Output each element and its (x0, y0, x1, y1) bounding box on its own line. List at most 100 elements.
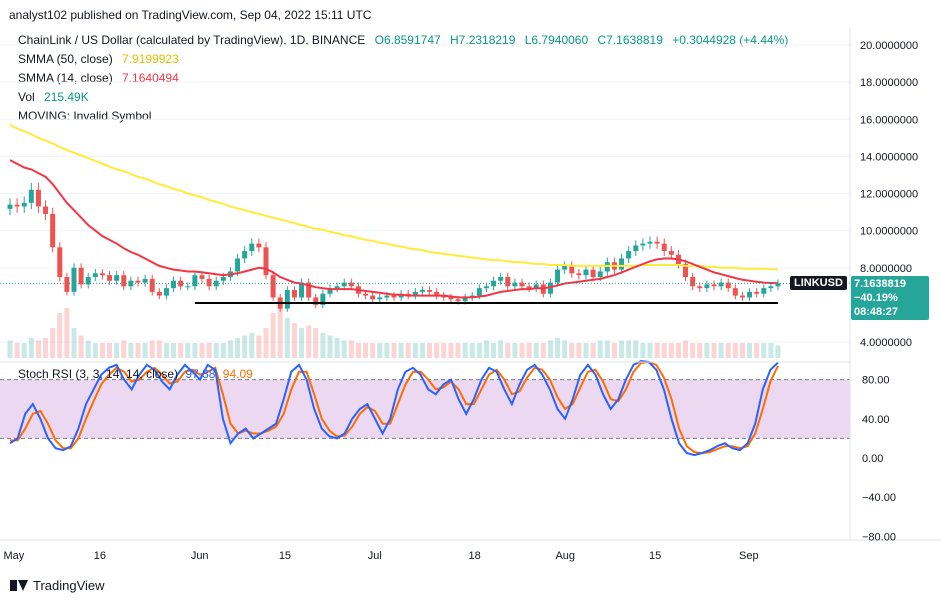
candle-body (64, 277, 70, 292)
volume-bar (427, 343, 433, 358)
time-tick-label: 15 (649, 550, 661, 562)
volume-bar (320, 333, 326, 358)
volume-bar (519, 343, 525, 358)
candle-body (306, 282, 312, 298)
volume-bar (21, 343, 27, 358)
volume-bar (483, 340, 489, 358)
rsi-tick-label: −80.00 (862, 531, 896, 543)
price-axis: 20.0000000 18.0000000 16.0000000 14.0000000… (860, 40, 918, 349)
candle-body (718, 282, 724, 287)
rsi-label: Stoch RSI (3, 3, 14, 14, close) (18, 367, 179, 381)
volume-bar (14, 343, 20, 358)
candle-body (683, 264, 689, 278)
volume-bar (192, 343, 198, 358)
candle-body (476, 288, 482, 296)
sma14-line (9, 159, 779, 299)
volume-bar (370, 343, 376, 358)
candle-body (92, 273, 98, 278)
volume-bar (227, 340, 233, 358)
volume-bar (121, 340, 127, 358)
candle-body (28, 189, 34, 203)
volume-bar (220, 343, 226, 358)
volume-bar (668, 343, 674, 358)
price-tick-label: 4.0000000 (860, 337, 912, 349)
time-tick-label: 18 (469, 550, 481, 562)
price-tag-value: 7.1638819 (854, 278, 906, 290)
price-tick-label: 16.0000000 (860, 114, 918, 126)
volume-bar (163, 343, 169, 358)
volume-bar (391, 343, 397, 358)
volume-bar (377, 343, 383, 358)
candle-body (569, 265, 575, 274)
candle-body (498, 277, 504, 281)
sma50-line (9, 123, 778, 271)
volume-bar (99, 343, 105, 358)
volume-bar (739, 343, 745, 358)
candle-body (135, 280, 141, 283)
candle-body (107, 275, 113, 281)
volume-bar (654, 343, 660, 358)
candle-body (562, 265, 568, 270)
volume-bar (626, 340, 632, 358)
candle-body (14, 204, 20, 207)
candle-body (299, 282, 305, 298)
volume-bar (761, 343, 767, 358)
candle-body (284, 290, 290, 309)
candle-body (185, 286, 191, 288)
volume-bar (619, 340, 625, 358)
publisher-line: analyst102 published on TradingView.com,… (9, 8, 372, 22)
candle-body (391, 295, 397, 298)
vol-label: Vol (18, 90, 35, 104)
candle-body (505, 277, 511, 287)
volume-bar (270, 313, 276, 358)
time-tick-label: Aug (555, 550, 575, 562)
volume-bar (107, 343, 113, 358)
time-tick-label: 16 (94, 550, 106, 562)
sma14-label: SMMA (14, close) (18, 71, 113, 85)
candle-body (761, 288, 767, 294)
candle-body (697, 286, 703, 289)
price-tag-countdown: 08:48:27 (854, 306, 899, 318)
candle-body (99, 273, 105, 276)
candle-body (512, 282, 518, 287)
volume-bar (647, 343, 653, 358)
low-value: L6.7940060 (524, 33, 589, 47)
candle-body (249, 243, 255, 252)
price-tick-label: 8.0000000 (860, 263, 912, 275)
volume-bar (306, 325, 312, 358)
candle-body (78, 267, 84, 285)
volume-bar (412, 343, 418, 358)
symbol-legend: ChainLink / US Dollar (calculated by Tra… (18, 33, 788, 47)
candle-body (419, 290, 425, 292)
candle-body (647, 241, 653, 244)
volume-bar (704, 343, 710, 358)
sma14-legend: SMMA (14, close) 7.1640494 (18, 71, 179, 85)
open-value: O6.8591747 (374, 33, 441, 47)
volume-bar (206, 343, 212, 358)
volume-bar (92, 343, 98, 358)
volume-bar (43, 338, 49, 358)
volume-bar (334, 338, 340, 358)
candle-body (242, 251, 248, 259)
volume-bar (341, 340, 347, 358)
candle-body (434, 291, 440, 296)
candle-body (334, 286, 340, 289)
volume-bar (732, 343, 738, 358)
time-tick-label: Sep (739, 550, 759, 562)
volume-bar (299, 328, 305, 358)
volume-bar (171, 343, 177, 358)
volume-bar (690, 343, 696, 358)
rsi-k-value: 97.38 (185, 367, 216, 381)
volume-bar (185, 343, 191, 358)
vol-value: 215.49K (44, 90, 89, 104)
footer-brand[interactable]: TradingView (10, 578, 105, 593)
candle-body (462, 297, 468, 302)
rsi-tick-label: 0.00 (862, 453, 883, 465)
rsi-tick-label: 80.00 (862, 375, 890, 387)
candle-body (121, 275, 127, 287)
volume-bar (178, 343, 184, 358)
candle-body (590, 269, 596, 278)
volume-bar (263, 328, 269, 358)
volume-bar (683, 340, 689, 358)
